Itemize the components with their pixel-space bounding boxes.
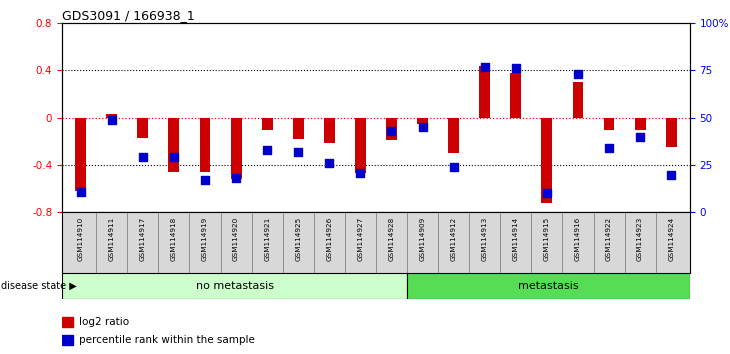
Text: GSM114916: GSM114916 — [575, 217, 581, 262]
Text: GSM114913: GSM114913 — [482, 217, 488, 262]
Text: GSM114928: GSM114928 — [388, 217, 394, 262]
Bar — [75, 118, 86, 191]
Bar — [262, 118, 272, 130]
Text: metastasis: metastasis — [518, 281, 579, 291]
Point — [355, 170, 366, 176]
Text: GSM114912: GSM114912 — [450, 217, 457, 262]
Bar — [62, 317, 73, 327]
Point — [168, 155, 180, 160]
Bar — [293, 118, 304, 139]
Text: GSM114925: GSM114925 — [295, 217, 301, 262]
Text: GSM114917: GSM114917 — [140, 217, 146, 262]
Bar — [62, 273, 407, 299]
Point — [603, 145, 615, 151]
Bar — [634, 118, 645, 130]
Bar — [355, 118, 366, 173]
Point — [634, 134, 646, 139]
Point — [323, 160, 335, 166]
Bar — [137, 118, 148, 138]
Point — [385, 128, 397, 134]
Text: GSM114921: GSM114921 — [264, 217, 270, 262]
Point — [447, 164, 459, 170]
Point — [137, 155, 149, 160]
Point — [75, 189, 87, 194]
Point — [261, 147, 273, 153]
Text: no metastasis: no metastasis — [196, 281, 274, 291]
Text: GSM114910: GSM114910 — [77, 217, 84, 262]
Text: GSM114918: GSM114918 — [171, 217, 177, 262]
Point — [199, 177, 211, 183]
Bar — [604, 118, 615, 130]
Bar — [572, 82, 583, 118]
Bar — [542, 118, 553, 203]
Bar — [417, 118, 428, 124]
Text: GDS3091 / 166938_1: GDS3091 / 166938_1 — [62, 9, 195, 22]
Text: GSM114927: GSM114927 — [358, 217, 364, 262]
Text: GSM114923: GSM114923 — [637, 217, 643, 262]
Bar — [480, 65, 490, 118]
Text: percentile rank within the sample: percentile rank within the sample — [80, 335, 256, 345]
Point — [479, 64, 491, 69]
Bar — [169, 118, 180, 172]
Text: log2 ratio: log2 ratio — [80, 317, 129, 327]
Bar — [107, 114, 118, 118]
Point — [106, 117, 118, 122]
Text: GSM114924: GSM114924 — [668, 217, 675, 262]
Point — [230, 176, 242, 181]
Text: GSM114911: GSM114911 — [109, 217, 115, 262]
Text: GSM114926: GSM114926 — [326, 217, 332, 262]
Point — [293, 149, 304, 155]
Point — [665, 172, 677, 177]
Bar — [407, 273, 690, 299]
Text: GSM114922: GSM114922 — [606, 217, 612, 262]
Bar — [62, 335, 73, 345]
Text: GSM114919: GSM114919 — [202, 217, 208, 262]
Text: GSM114914: GSM114914 — [512, 217, 519, 262]
Bar — [386, 118, 397, 140]
Text: disease state ▶: disease state ▶ — [1, 281, 77, 291]
Bar — [199, 118, 210, 172]
Point — [417, 124, 429, 130]
Text: GSM114915: GSM114915 — [544, 217, 550, 262]
Bar — [666, 118, 677, 147]
Bar — [324, 118, 335, 143]
Text: GSM114909: GSM114909 — [420, 217, 426, 262]
Bar — [231, 118, 242, 179]
Bar — [448, 118, 459, 153]
Point — [510, 65, 522, 71]
Text: GSM114920: GSM114920 — [233, 217, 239, 262]
Bar — [510, 73, 521, 118]
Point — [541, 190, 553, 196]
Point — [572, 71, 584, 77]
